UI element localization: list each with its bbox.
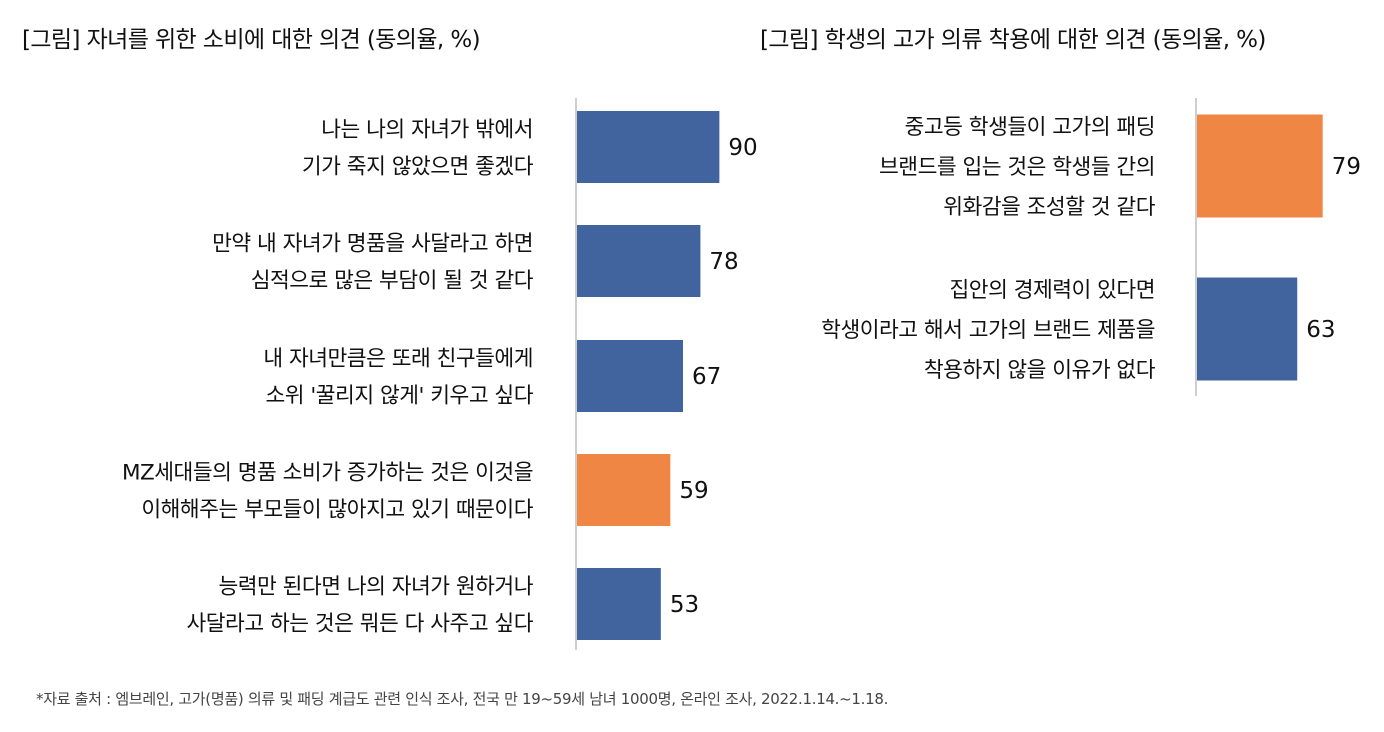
category-label-left-1-line-1: 나는 나의 자녀가 밖에서 bbox=[321, 118, 533, 143]
category-label-left-4-line-2: 이해해주는 부모들이 많아지고 있기 때문이다 bbox=[141, 498, 533, 523]
category-label-right-1-line-1: 중고등 학생들이 고가의 패딩 bbox=[905, 115, 1155, 140]
category-label-left-1-line-2: 기가 죽지 않았으면 좋겠다 bbox=[302, 155, 534, 180]
data-label-left-3: 67 bbox=[692, 364, 721, 390]
category-label-right-2-line-1: 집안의 경제력이 있다면 bbox=[950, 278, 1155, 303]
category-label-left-5-line-1: 능력만 된다면 나의 자녀가 원하거나 bbox=[218, 575, 533, 600]
bar-left-1 bbox=[577, 111, 720, 183]
category-label-right-2-line-2: 학생이라고 해서 고가의 브랜드 제품을 bbox=[821, 318, 1155, 343]
data-label-left-4: 59 bbox=[679, 478, 708, 504]
bar-right-2 bbox=[1197, 277, 1298, 381]
category-label-left-2-line-2: 심적으로 많은 부담이 될 것 같다 bbox=[251, 269, 534, 294]
data-label-right-1: 79 bbox=[1332, 154, 1361, 180]
bar-left-2 bbox=[577, 225, 701, 297]
chart-title-left: [그림] 자녀를 위한 소비에 대한 의견 (동의율, %) bbox=[22, 27, 481, 53]
category-label-right-1-line-3: 위화감을 조성할 것 같다 bbox=[943, 195, 1156, 220]
data-label-left-2: 78 bbox=[709, 249, 738, 275]
bar-left-3 bbox=[577, 340, 683, 412]
chart-title-right: [그림] 학생의 고가 의류 착용에 대한 의견 (동의율, %) bbox=[760, 27, 1266, 53]
category-label-left-2-line-1: 만약 내 자녀가 명품을 사달라고 하면 bbox=[212, 232, 533, 257]
data-label-right-2: 63 bbox=[1306, 317, 1335, 343]
category-label-left-4-line-1: MZ세대들의 명품 소비가 증가하는 것은 이것을 bbox=[122, 461, 533, 486]
source-footnote: *자료 출처 : 엠브레인, 고가(명품) 의류 및 패딩 계급도 관련 인식 … bbox=[36, 690, 889, 708]
category-label-right-1-line-2: 브랜드를 입는 것은 학생들 간의 bbox=[879, 155, 1155, 180]
category-label-left-3-line-1: 내 자녀만큼은 또래 친구들에게 bbox=[263, 347, 533, 372]
bar-left-4 bbox=[577, 454, 671, 526]
category-label-right-2-line-3: 착용하지 않을 이유가 없다 bbox=[924, 358, 1156, 383]
bar-left-5 bbox=[577, 568, 661, 640]
category-label-left-3-line-2: 소위 '꿀리지 않게' 키우고 싶다 bbox=[265, 384, 533, 409]
category-label-left-5-line-2: 사달라고 하는 것은 뭐든 다 사주고 싶다 bbox=[187, 612, 534, 637]
bar-right-1 bbox=[1197, 114, 1323, 218]
data-label-left-5: 53 bbox=[670, 592, 699, 618]
data-label-left-1: 90 bbox=[728, 135, 757, 161]
